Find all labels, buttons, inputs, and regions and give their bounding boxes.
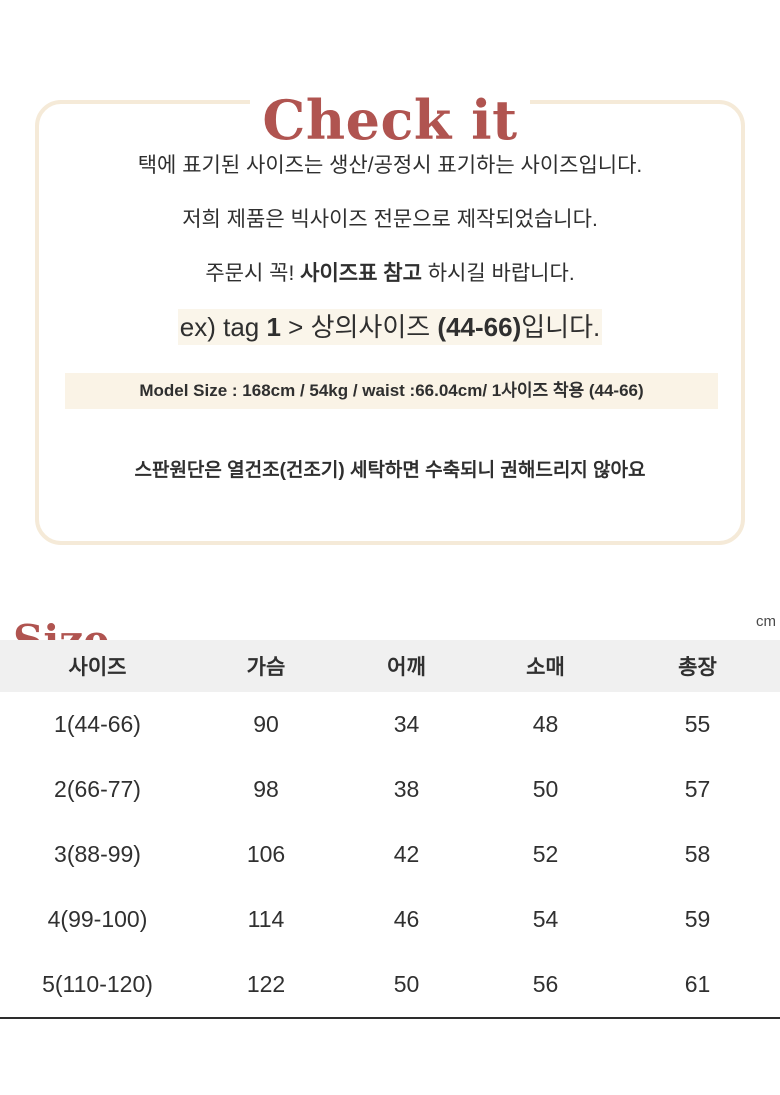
example-tag-number: 1 xyxy=(266,312,281,342)
column-header-chest: 가슴 xyxy=(246,656,286,679)
column-header-sleeve: 소매 xyxy=(526,656,565,679)
title-border-gap xyxy=(250,92,530,114)
example-middle: > 상의사이즈 xyxy=(280,312,438,342)
cell-sleeve: 48 xyxy=(532,711,559,737)
column-header-length: 총장 xyxy=(678,656,717,679)
example-line: ex) tag 1 > 상의사이즈 (44-66)입니다. xyxy=(35,309,745,345)
cell-chest: 98 xyxy=(253,776,279,802)
cell-shoulder: 34 xyxy=(393,711,420,737)
cell-length: 61 xyxy=(615,952,780,1019)
size-table-header-row: 사이즈 가슴 어깨 소매 총장 xyxy=(0,640,780,692)
cell-chest: 90 xyxy=(253,711,279,737)
notice-line-bigsize: 저희 제품은 빅사이즈 전문으로 제작되었습니다. xyxy=(182,208,598,231)
notice-line-order: 주문시 꼭! 사이즈표 참고 하시길 바랍니다. xyxy=(35,263,745,284)
table-row: 2(66-77) 98 38 50 57 xyxy=(0,757,780,822)
example-prefix: ex) tag xyxy=(179,312,267,342)
cell-shoulder: 50 xyxy=(337,952,476,1019)
notice-order-emphasis: 사이즈표 참고 xyxy=(300,262,422,285)
table-row: 4(99-100) 114 46 54 59 xyxy=(0,887,780,952)
notice-order-suffix: 하시길 바랍니다. xyxy=(421,262,575,285)
unit-label-cm: cm xyxy=(756,613,776,630)
cell-length: 55 xyxy=(684,711,711,737)
cell-size: 5(110-120) xyxy=(0,952,195,1019)
cell-length: 57 xyxy=(684,776,711,802)
wash-care-note: 스판원단은 열건조(건조기) 세탁하면 수축되니 권해드리지 않아요 xyxy=(134,460,646,481)
cell-length: 58 xyxy=(684,841,711,867)
size-table-head: 사이즈 가슴 어깨 소매 총장 xyxy=(0,640,780,692)
cell-shoulder: 42 xyxy=(393,841,420,867)
cell-size: 3(88-99) xyxy=(54,841,141,867)
check-it-title: Check it xyxy=(262,88,518,153)
cell-chest: 122 xyxy=(195,952,337,1019)
cell-sleeve: 54 xyxy=(532,906,559,932)
cell-chest: 106 xyxy=(246,841,286,867)
example-suffix: 입니다. xyxy=(521,312,601,342)
column-header-shoulder: 어깨 xyxy=(387,656,426,679)
cell-shoulder: 38 xyxy=(393,776,420,802)
size-chart-table: 사이즈 가슴 어깨 소매 총장 1(44-66) 90 34 48 55 2(6… xyxy=(0,640,780,1019)
cell-sleeve: 56 xyxy=(476,952,615,1019)
cell-chest: 114 xyxy=(247,906,285,932)
check-it-section: Check it 택에 표기된 사이즈는 생산/공정시 표기하는 사이즈입니다.… xyxy=(35,88,745,545)
size-table-body: 1(44-66) 90 34 48 55 2(66-77) 98 38 50 5… xyxy=(0,692,780,1019)
table-row: 1(44-66) 90 34 48 55 xyxy=(0,692,780,757)
table-row: 5(110-120) 122 50 56 61 xyxy=(0,952,780,1019)
example-size-range: (44-66) xyxy=(437,312,522,342)
cell-shoulder: 46 xyxy=(393,906,420,932)
table-row: 3(88-99) 106 42 52 58 xyxy=(0,822,780,887)
cell-size: 4(99-100) xyxy=(47,906,148,932)
model-size-text: Model Size : 168cm / 54kg / waist :66.04… xyxy=(139,381,644,400)
cell-sleeve: 50 xyxy=(532,776,559,802)
cell-size: 2(66-77) xyxy=(54,776,141,802)
cell-size: 1(44-66) xyxy=(54,711,141,737)
notice-order-prefix: 주문시 꼭! xyxy=(205,262,301,285)
cell-length: 59 xyxy=(684,906,711,932)
column-header-size: 사이즈 xyxy=(68,656,127,679)
check-it-text-block: 택에 표기된 사이즈는 생산/공정시 표기하는 사이즈입니다. 저희 제품은 빅… xyxy=(35,154,745,345)
model-size-band: Model Size : 168cm / 54kg / waist :66.04… xyxy=(65,373,718,409)
size-title: Size xyxy=(13,615,110,665)
notice-line-tag-size: 택에 표기된 사이즈는 생산/공정시 표기하는 사이즈입니다. xyxy=(137,154,643,177)
cell-sleeve: 52 xyxy=(532,841,559,867)
